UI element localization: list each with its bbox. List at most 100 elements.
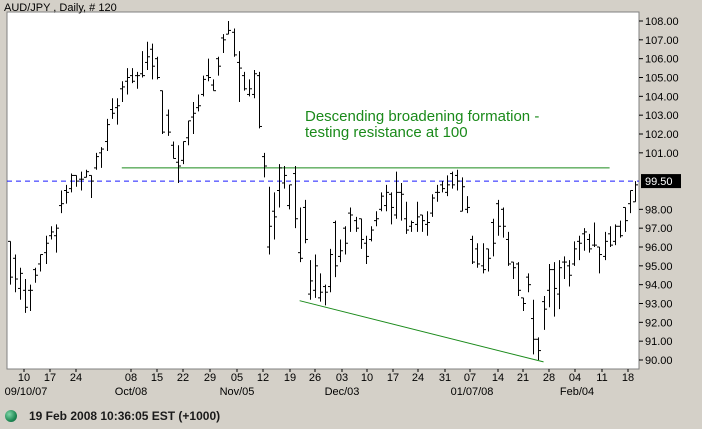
ohlc-bar xyxy=(384,184,389,212)
ohlc-bar xyxy=(211,79,216,92)
ohlc-bar xyxy=(511,261,516,280)
ohlc-bar xyxy=(577,235,582,261)
x-day-label: 08 xyxy=(125,372,137,384)
y-tick-label: 94.00 xyxy=(645,280,673,292)
ohlc-bar xyxy=(338,239,343,263)
ohlc-bar xyxy=(110,98,115,119)
ohlc-bar xyxy=(262,152,267,178)
y-tick-label: 95.00 xyxy=(645,261,673,273)
ohlc-bar xyxy=(394,171,399,219)
ohlc-bar xyxy=(531,299,536,355)
x-day-label: 12 xyxy=(257,372,269,384)
ohlc-bar xyxy=(135,71,140,89)
ohlc-bar xyxy=(28,284,33,312)
y-tick-label: 93.00 xyxy=(645,299,673,311)
annotation-line-1: Descending broadening formation - xyxy=(305,108,539,125)
ohlc-bar xyxy=(313,254,318,298)
y-tick-label: 106.00 xyxy=(645,54,679,66)
ohlc-bar xyxy=(38,254,43,272)
ohlc-bar xyxy=(409,220,414,232)
y-tick-label: 97.00 xyxy=(645,223,673,235)
x-month-label: 09/10/07 xyxy=(5,386,48,398)
ohlc-bar xyxy=(206,58,211,82)
current-level-badge xyxy=(641,174,681,189)
ohlc-bar xyxy=(521,297,526,312)
ohlc-bar xyxy=(54,224,59,253)
ohlc-bar xyxy=(582,228,587,251)
y-tick-label: 103.00 xyxy=(645,110,679,122)
ohlc-bar xyxy=(364,235,369,264)
ohlc-bar xyxy=(562,256,567,280)
ohlc-bar xyxy=(333,220,338,278)
ohlc-bar xyxy=(191,101,196,134)
ohlc-bar xyxy=(176,145,181,183)
ohlc-bar xyxy=(186,120,191,146)
ohlc-bar xyxy=(440,181,445,193)
ohlc-bar xyxy=(282,166,287,189)
ohlc-bar xyxy=(242,71,247,91)
y-tick-label: 102.00 xyxy=(645,129,679,141)
chart-title: AUD/JPY , Daily, # 120 xyxy=(4,2,117,14)
ohlc-bar xyxy=(84,169,89,178)
ohlc-bar xyxy=(608,226,613,247)
x-month-label: Nov/05 xyxy=(220,386,255,398)
x-day-label: 24 xyxy=(70,372,82,384)
ohlc-bar xyxy=(481,243,486,274)
ohlc-bar xyxy=(23,279,28,313)
ohlc-bar xyxy=(318,273,323,302)
ohlc-bar xyxy=(237,51,242,102)
ohlc-bar xyxy=(272,192,277,240)
ohlc-bar xyxy=(64,184,69,204)
ohlc-bar xyxy=(267,186,272,255)
ohlc-bar xyxy=(460,177,465,212)
ohlc-bar xyxy=(552,262,557,317)
ohlc-bar xyxy=(257,71,262,129)
x-day-label: 11 xyxy=(596,372,607,384)
ohlc-bar xyxy=(623,206,628,232)
ohlc-bar xyxy=(389,192,394,225)
y-tick-label: 90.00 xyxy=(645,355,673,367)
ohlc-bar xyxy=(603,231,608,261)
ohlc-bar xyxy=(181,141,186,165)
ohlc-bar xyxy=(171,141,176,159)
x-day-label: 17 xyxy=(387,372,399,384)
x-day-label: 05 xyxy=(231,372,243,384)
x-day-label: 07 xyxy=(464,372,476,384)
status-datetime: 19 Feb 2008 10:36:05 EST (+1000) xyxy=(29,408,221,423)
y-tick-label: 108.00 xyxy=(645,16,679,28)
y-tick-label: 105.00 xyxy=(645,73,679,85)
ohlc-bar xyxy=(501,207,506,238)
ohlc-bar xyxy=(105,118,110,151)
ohlc-bar xyxy=(420,214,425,232)
y-tick-label: 91.00 xyxy=(645,336,673,348)
ohlc-bar xyxy=(425,211,430,236)
y-tick-label: 92.00 xyxy=(645,317,673,329)
x-day-label: 10 xyxy=(18,372,30,384)
ohlc-bar xyxy=(369,226,374,242)
ohlc-bar xyxy=(94,152,99,170)
x-day-label: 21 xyxy=(517,372,529,384)
x-month-label: Oct/08 xyxy=(115,386,147,398)
ohlc-bar xyxy=(155,56,160,80)
x-day-label: 26 xyxy=(309,372,321,384)
ohlc-bar xyxy=(99,147,104,168)
ohlc-bar xyxy=(557,260,562,310)
ohlc-bar xyxy=(166,109,171,136)
ohlc-bar xyxy=(232,28,237,57)
ohlc-bar xyxy=(79,171,84,191)
ohlc-bar xyxy=(628,190,633,214)
y-tick-label: 98.00 xyxy=(645,204,673,216)
x-day-label: 19 xyxy=(284,372,296,384)
ohlc-bar xyxy=(613,224,618,246)
x-month-label: 01/07/08 xyxy=(451,386,494,398)
ohlc-bar xyxy=(587,233,592,253)
support-trend-line xyxy=(299,300,544,363)
ohlc-bar xyxy=(125,68,130,95)
ohlc-bar xyxy=(536,337,541,360)
ohlc-bar xyxy=(359,218,364,249)
x-day-label: 29 xyxy=(204,372,216,384)
ohlc-bar xyxy=(404,201,409,234)
x-day-label: 18 xyxy=(622,372,634,384)
ohlc-bar xyxy=(567,260,572,287)
